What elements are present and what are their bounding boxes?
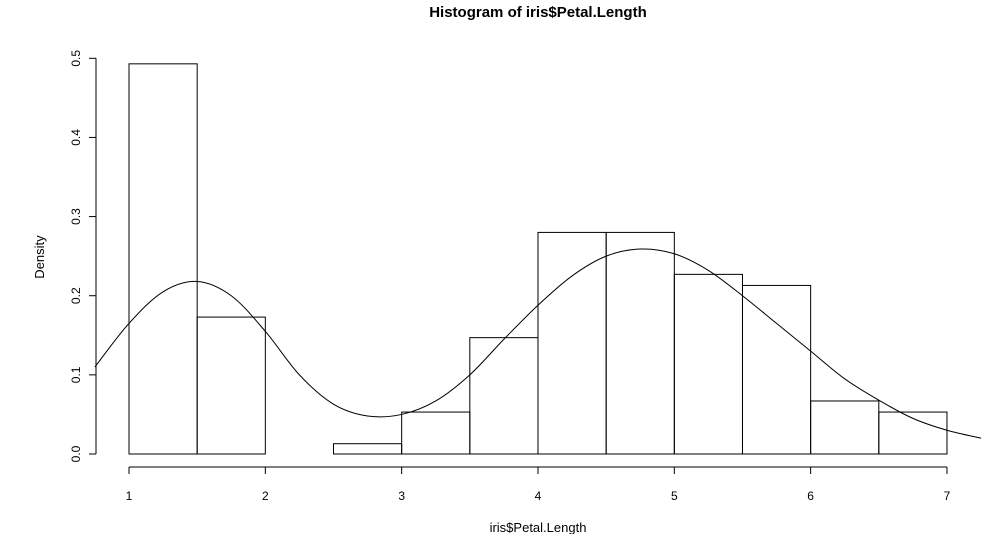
histogram-bar	[878, 411, 948, 455]
histogram-bar	[537, 231, 607, 455]
x-tick-label: 6	[807, 489, 814, 503]
y-tick-label: 0.2	[69, 287, 83, 304]
histogram-bar	[810, 400, 880, 455]
chart-title: Histogram of iris$Petal.Length	[429, 4, 647, 21]
y-tick-label: 0.1	[69, 366, 83, 383]
x-tick-label: 4	[535, 489, 542, 503]
histogram-bar	[401, 411, 471, 455]
bars-layer	[128, 63, 948, 455]
x-axis: 1 2 3 4 5 6 7	[126, 466, 951, 503]
density-curve	[94, 248, 982, 439]
x-tick-label: 7	[944, 489, 951, 503]
x-axis-label: iris$Petal.Length	[490, 520, 587, 534]
density-curve-layer	[94, 248, 982, 439]
x-tick-label: 5	[671, 489, 678, 503]
histogram-bar	[332, 443, 403, 455]
histogram-bar	[673, 273, 743, 455]
y-axis: 0.0 0.1 0.2 0.3 0.4 0.5	[69, 50, 97, 462]
y-tick-label: 0.3	[69, 208, 83, 225]
histogram-bar	[605, 231, 675, 455]
histogram-bar	[741, 284, 812, 455]
y-axis-label: Density	[32, 235, 47, 279]
x-tick-label: 2	[262, 489, 269, 503]
histogram-bar	[128, 63, 198, 455]
x-tick-label: 3	[398, 489, 405, 503]
y-tick-label: 0.0	[69, 445, 83, 462]
y-tick-label: 0.4	[69, 129, 83, 146]
x-tick-label: 1	[126, 489, 133, 503]
histogram-bar	[196, 316, 266, 455]
histogram-bar	[469, 337, 539, 455]
y-tick-label: 0.5	[69, 50, 83, 67]
